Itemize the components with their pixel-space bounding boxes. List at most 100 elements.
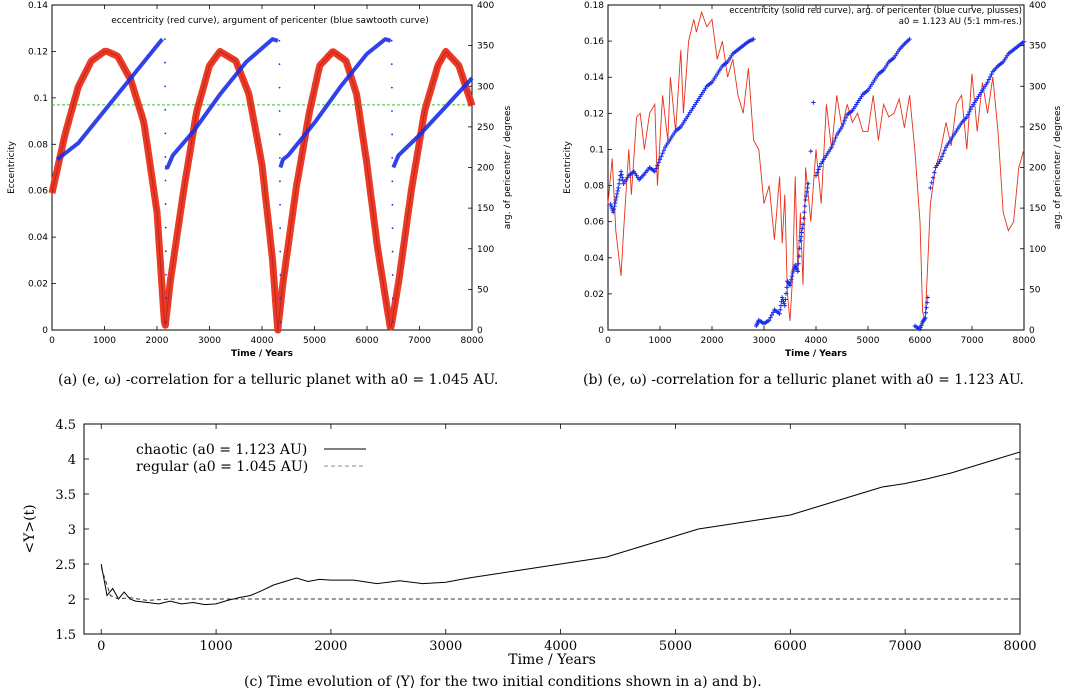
chart-b-pericenter-point — [924, 300, 930, 305]
chart-b-pericenter-point — [653, 166, 659, 171]
chart-a-xtick-label: 7000 — [408, 336, 431, 346]
chart-b-pericenter-point — [769, 312, 774, 318]
chart-b-pericenter-point — [801, 216, 806, 221]
chart-a-ytick-label: 0.06 — [28, 187, 48, 197]
chart-b-pericenter-point — [815, 170, 820, 175]
chart-a-pericenter-drop-point — [279, 180, 281, 183]
chart-b-pericenter-point — [800, 226, 805, 231]
chart-a-xlabel: Time / Years — [231, 349, 293, 359]
chart-a-pericenter-drop-point — [391, 227, 394, 230]
chart-c-ytick-label: 1.5 — [55, 628, 76, 643]
chart-c-xlabel: Time / Years — [508, 652, 596, 668]
chart-c-ytick-label: 3 — [68, 523, 76, 538]
chart-b-ytick-label: 0.02 — [584, 290, 604, 300]
chart-b-y2tick-label: 400 — [1029, 1, 1046, 11]
chart-c-series-regular — [100, 567, 1020, 601]
chart-a-pericenter-drop-point — [392, 320, 394, 323]
chart-b-xtick-label: 8000 — [1013, 336, 1036, 346]
chart-a-y2tick-label: 350 — [477, 42, 494, 52]
chart-b-xtick-label: 6000 — [909, 336, 932, 346]
chart-a-ytick-label: 0.14 — [28, 1, 48, 11]
chart-b-pericenter-point — [612, 200, 618, 206]
chart-b-y2tick-label: 300 — [1029, 82, 1046, 92]
chart-a-pericenter-drop-point — [278, 156, 281, 159]
chart-b-pericenter-point — [787, 283, 793, 288]
chart-a-pericenter-drop-point — [164, 85, 166, 88]
chart-b-ytick-label: 0.1 — [590, 145, 604, 155]
chart-b-pericenter-point — [767, 318, 772, 323]
chart-a-pericenter-drop-point — [278, 86, 281, 89]
chart-b-ytick-label: 0 — [598, 326, 604, 336]
chart-a-pericenter-drop-point — [391, 274, 394, 276]
chart-a-pericenter-drop-point — [279, 227, 282, 230]
chart-c-xtick-label: 3000 — [429, 639, 462, 654]
chart-b-ytick-label: 0.06 — [584, 218, 604, 228]
chart-b-y2tick-label: 100 — [1029, 245, 1046, 255]
chart-b-pericenter-point — [652, 169, 657, 174]
chart-a-pericenter-drop-point — [279, 250, 282, 253]
chart-a-pericenter-drop-point — [165, 320, 168, 323]
chart-b-pericenter-point — [611, 206, 617, 212]
chart-b-pericenter-point — [781, 301, 787, 306]
chart-b-pericenter-point — [923, 310, 929, 315]
chart-b-xtick-label: 7000 — [961, 336, 984, 346]
chart-c-ytick-label: 2.5 — [55, 558, 76, 573]
chart-b-pericenter-point — [616, 185, 621, 191]
chart-a-panel: 0 1000 2000 3000 4000 5000 6000 7000 800000.020.… — [7, 1, 513, 359]
chart-a-pericenter-drop-point — [164, 61, 166, 64]
chart-b-ytick-label: 0.16 — [584, 37, 604, 47]
chart-b-pericenter-point — [619, 172, 624, 177]
chart-b-pericenter-point — [830, 141, 836, 147]
chart-c-ytick-label: 3.5 — [55, 488, 76, 503]
chart-a-xtick-label: 8000 — [461, 336, 484, 346]
chart-a-pericenter-drop-point — [164, 156, 167, 158]
chart-a-ytick-label: 0.02 — [28, 280, 48, 290]
chart-b-pericenter-point — [778, 303, 784, 308]
chart-b-xtick-label: 0 — [605, 336, 611, 346]
chart-a-pericenter-drop-point — [390, 63, 393, 66]
chart-b-pericenter-point — [611, 209, 616, 215]
chart-b-pericenter-point — [939, 154, 945, 159]
chart-b-pericenter-point — [932, 170, 937, 175]
chart-c-xtick-label: 5000 — [659, 639, 692, 654]
chart-b-pericenter-point — [985, 79, 990, 85]
chart-a-pericenter-drop-point — [164, 250, 167, 253]
chart-a-xtick-label: 1000 — [93, 336, 116, 346]
chart-b-pericenter-point — [843, 115, 849, 120]
chart-b-xtick-label: 4000 — [805, 336, 828, 346]
chart-a-pericenter-drop-point — [279, 203, 281, 206]
chart-a-eccentricity-series — [48, 47, 476, 334]
chart-c-xtick-label: 4000 — [544, 639, 577, 654]
chart-b-pericenter-point — [965, 112, 971, 117]
chart-b-xtick-label: 5000 — [857, 336, 880, 346]
chart-c-xtick-label: 1000 — [200, 639, 233, 654]
chart-b-pericenter-point — [813, 173, 819, 178]
chart-b-pericenter-point — [612, 203, 617, 209]
chart-b-pericenter-point — [923, 315, 928, 321]
chart-b-pericenter-point — [620, 175, 625, 180]
chart-a-ytick-label: 0.1 — [34, 94, 48, 104]
chart-a-pericenter-series — [56, 37, 474, 170]
chart-b-pericenter-point — [806, 181, 811, 186]
chart-b-pericenter-point — [942, 148, 947, 153]
chart-b-pericenter-point — [832, 138, 837, 144]
chart-b-ytick-label: 0.14 — [584, 73, 604, 83]
chart-b-pericenter-point — [770, 310, 776, 315]
chart-b-pericenter-point — [784, 285, 789, 290]
chart-b-y2label: arg. of pericenter / degrees — [1053, 105, 1063, 229]
chart-b-pericenter-point — [989, 72, 994, 77]
chart-c-xtick-label: 6000 — [774, 639, 807, 654]
chart-a-pericenter-drop-point — [164, 132, 167, 135]
chart-a-pericenter-drop-point — [165, 273, 167, 276]
chart-b-pericenter-point — [791, 266, 797, 272]
chart-b-y2tick-label: 150 — [1029, 204, 1046, 214]
chart-a-y2tick-label: 400 — [477, 1, 494, 11]
chart-b-ytick-label: 0.18 — [584, 1, 604, 11]
chart-b-pericenter-point — [796, 253, 802, 259]
chart-a-xtick-label: 5000 — [303, 336, 326, 346]
chart-a-pericenter-drop-point — [391, 297, 394, 300]
chart-b-annotation: a0 = 1.123 AU (5:1 mm-res.) — [899, 17, 1022, 27]
chart-b-pericenter-point — [751, 36, 756, 42]
